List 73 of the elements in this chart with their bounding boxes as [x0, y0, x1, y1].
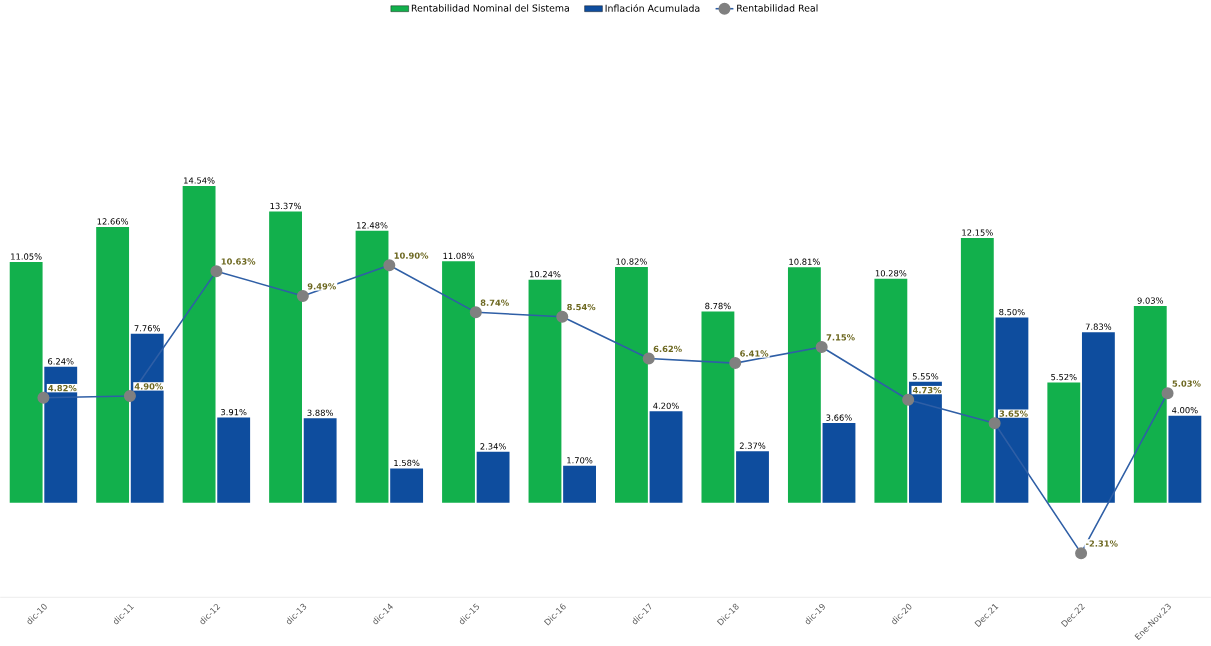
bar [96, 227, 130, 504]
data-label: 4.00% [1172, 407, 1198, 414]
data-label: 12.48% [357, 222, 388, 229]
bar [909, 382, 942, 504]
data-label: 2.37% [739, 442, 766, 450]
bar [44, 367, 78, 504]
bar [995, 317, 1029, 504]
data-label: 5.03% [1172, 380, 1201, 387]
bar [355, 231, 389, 504]
data-label: 10.90% [394, 252, 429, 259]
data-label: 9.03% [1137, 297, 1164, 304]
data-label: 12.66% [97, 218, 129, 225]
bar [476, 452, 510, 504]
legend-label: Rentabilidad Real [737, 4, 818, 12]
data-label: 8.54% [567, 304, 596, 311]
data-label: 6.62% [653, 345, 682, 353]
data-label: 8.74% [480, 299, 509, 307]
bar [563, 465, 596, 504]
data-label: 1.58% [394, 459, 420, 467]
bar [390, 468, 424, 504]
bar [303, 418, 337, 504]
data-label: 4.20% [653, 402, 679, 410]
legend-label: Rentabilidad Nominal del Sistema [411, 4, 569, 12]
data-label: 6.24% [48, 358, 74, 365]
data-label: 10.63% [221, 258, 256, 265]
bar [1081, 332, 1115, 504]
data-label: 1.70% [567, 457, 593, 464]
data-label: 9.49% [307, 283, 336, 290]
data-label: 13.37% [270, 203, 302, 210]
bar [1168, 415, 1202, 504]
data-label: -2.31% [1085, 540, 1118, 547]
data-label: 10.81% [789, 258, 820, 266]
data-label: 11.05% [11, 253, 42, 260]
bar [528, 279, 562, 504]
data-label: 3.66% [826, 414, 852, 421]
bar [615, 267, 648, 504]
data-label: 3.88% [307, 409, 333, 417]
bar [9, 262, 43, 504]
bar [182, 186, 216, 504]
data-label: 10.28% [875, 270, 907, 277]
data-label: 12.15% [962, 229, 993, 236]
bar [736, 451, 769, 504]
data-label: 7.83% [1085, 323, 1112, 331]
bar [269, 211, 302, 504]
data-label: 4.82% [48, 385, 77, 392]
data-label: 8.78% [705, 303, 731, 310]
bar [130, 333, 164, 504]
bar [1133, 306, 1167, 504]
bar [217, 417, 251, 504]
data-label: 6.41% [740, 350, 769, 357]
bar [874, 278, 908, 504]
data-label: 5.52% [1051, 374, 1077, 381]
bar [649, 411, 683, 504]
data-label: 8.50% [999, 309, 1025, 316]
data-label: 11.08% [443, 252, 474, 260]
data-label: 14.54% [184, 177, 215, 184]
bar [442, 261, 475, 504]
data-label: 10.82% [616, 258, 647, 265]
data-label: 7.76% [134, 325, 160, 332]
data-label: 7.15% [826, 334, 855, 341]
bar [960, 238, 994, 504]
bar [822, 423, 856, 504]
data-label: 3.91% [221, 409, 247, 416]
data-label: 10.24% [529, 271, 561, 278]
data-label: 2.34% [480, 443, 506, 450]
data-label: 4.90% [134, 383, 164, 390]
data-label: 5.55% [912, 373, 939, 380]
bar [701, 311, 735, 504]
bar [1047, 382, 1081, 504]
data-label: 3.65% [999, 410, 1028, 418]
bar [787, 267, 821, 504]
legend-label: Inflación Acumulada [605, 4, 700, 13]
data-label: 4.73% [912, 387, 942, 394]
